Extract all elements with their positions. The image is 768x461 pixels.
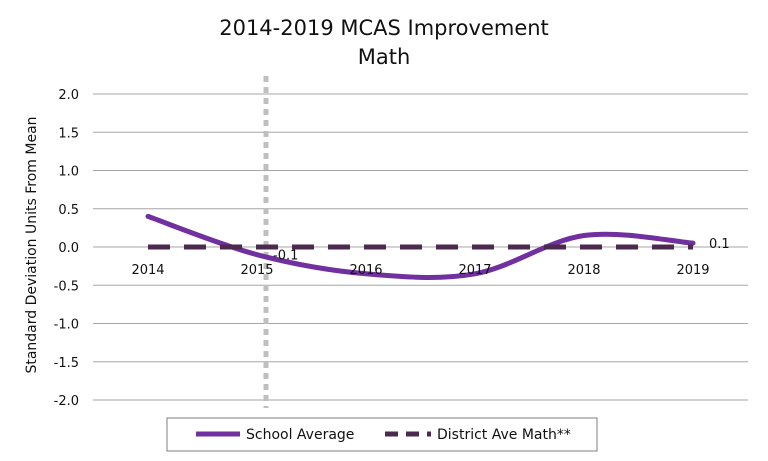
y-tick-label: -1.0 xyxy=(54,318,79,333)
y-tick-label: -1.5 xyxy=(54,356,79,371)
x-tick-label: 2019 xyxy=(676,263,709,278)
y-tick-label: 0.0 xyxy=(58,241,79,256)
x-tick-label: 2018 xyxy=(567,263,600,278)
y-tick-label: 1.0 xyxy=(58,165,79,180)
legend: School Average District Ave Math** xyxy=(166,417,598,452)
x-tick-label: 2016 xyxy=(349,263,382,278)
x-tick-labels: 2014 2015 2016 2017 2018 2019 xyxy=(131,263,709,278)
x-tick-label: 2015 xyxy=(240,263,273,278)
y-tick-labels: 2.0 1.5 1.0 0.5 0.0 -0.5 -1.0 -1.5 -2.0 xyxy=(54,88,79,409)
chart-subtitle: Math xyxy=(358,45,411,69)
x-tick-label: 2017 xyxy=(458,263,491,278)
chart-title: 2014-2019 MCAS Improvement xyxy=(219,16,549,40)
legend-label-district: District Ave Math** xyxy=(437,427,571,443)
series-group xyxy=(145,213,696,280)
y-tick-label: -0.5 xyxy=(54,279,79,294)
data-labels: -0.1 0.1 xyxy=(273,237,730,263)
data-label: 0.1 xyxy=(709,237,730,252)
series-line-school xyxy=(145,213,696,280)
y-tick-label: 2.0 xyxy=(58,88,79,103)
y-axis-label: Standard Deviation Units From Mean xyxy=(24,116,40,373)
y-tick-label: 1.5 xyxy=(58,126,79,141)
y-tick-label: 0.5 xyxy=(58,203,79,218)
y-tick-label: -2.0 xyxy=(54,394,79,409)
legend-label-school: School Average xyxy=(246,427,354,443)
data-label: -0.1 xyxy=(273,249,298,264)
x-tick-label: 2014 xyxy=(131,263,164,278)
